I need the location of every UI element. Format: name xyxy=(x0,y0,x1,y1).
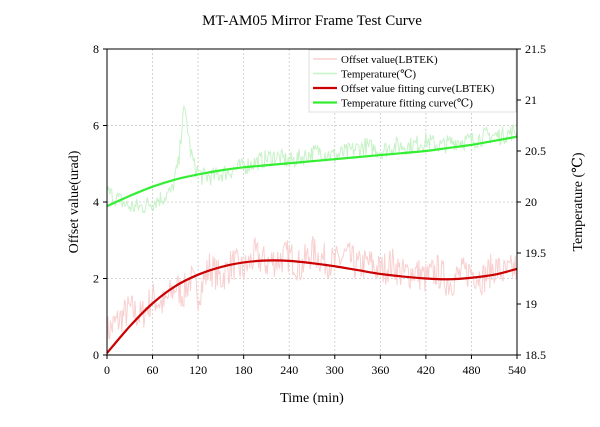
y-tick-label: 2 xyxy=(93,272,99,286)
y-tick-label: 8 xyxy=(93,42,99,56)
y2-tick-label: 19.5 xyxy=(525,246,546,260)
y-axis-title: Offset value(urad) xyxy=(67,150,82,253)
y2-tick-label: 20 xyxy=(525,195,537,209)
y-tick-label: 6 xyxy=(93,119,99,133)
series-line-3 xyxy=(106,135,518,208)
x-tick-label: 420 xyxy=(417,363,435,377)
y-tick-label: 4 xyxy=(93,195,99,209)
x-tick-label: 120 xyxy=(189,363,207,377)
grid xyxy=(107,49,517,355)
x-axis: 0 60 120 180 240 300 360 420 480 540 xyxy=(104,355,526,377)
x-axis-title: Time (min) xyxy=(280,391,344,406)
legend-label: Temperature(℃) xyxy=(341,69,416,81)
y-axis-left: 0 2 4 6 8 xyxy=(93,42,107,362)
y2-axis-title: Temperature (℃) xyxy=(571,152,586,251)
y2-tick-label: 18.5 xyxy=(525,348,546,362)
raw-series xyxy=(106,104,518,350)
x-tick-label: 240 xyxy=(280,363,298,377)
fit-series xyxy=(106,135,518,354)
legend-label: Offset value(LBTEK) xyxy=(341,54,438,66)
y2-tick-label: 19 xyxy=(525,297,537,311)
x-tick-label: 360 xyxy=(371,363,389,377)
y2-tick-label: 20.5 xyxy=(525,144,546,158)
legend-box xyxy=(308,49,517,113)
y2-tick-label: 21.5 xyxy=(525,42,546,56)
x-tick-label: 60 xyxy=(147,363,159,377)
legend: Offset value(LBTEK) Temperature(℃) Offset … xyxy=(308,49,517,113)
series-line-2 xyxy=(106,259,518,354)
x-tick-label: 480 xyxy=(462,363,480,377)
chart-title: MT-AM05 Mirror Frame Test Curve xyxy=(202,13,422,29)
y-axis-right: 18.5 19 19.5 20 20.5 21 21.5 xyxy=(517,42,546,362)
legend-label: Temperature fitting curve(℃) xyxy=(341,98,473,110)
x-tick-label: 0 xyxy=(104,363,110,377)
series-line-1 xyxy=(106,104,518,214)
y-tick-label: 0 xyxy=(93,348,99,362)
x-tick-label: 180 xyxy=(235,363,253,377)
y2-tick-label: 21 xyxy=(525,93,537,107)
series-line-0 xyxy=(106,235,518,350)
legend-label: Offset value fitting curve(LBTEK) xyxy=(341,83,495,95)
x-tick-label: 300 xyxy=(326,363,344,377)
x-tick-label: 540 xyxy=(508,363,526,377)
